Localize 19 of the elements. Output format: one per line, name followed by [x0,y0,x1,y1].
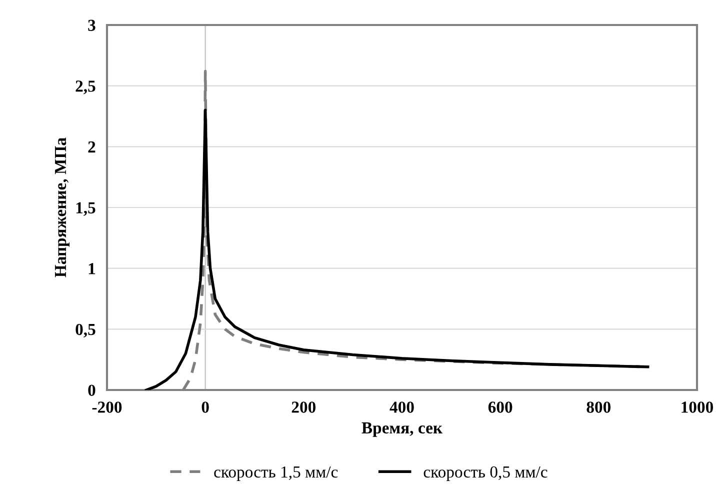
y-tick-label: 0,5 [76,324,96,338]
x-tick-label: 400 [390,402,414,413]
x-tick-label: -200 [92,402,122,413]
x-tick-label: 800 [586,402,611,413]
y-tick-label: 2 [88,141,96,152]
x-tick-label: 1000 [682,402,714,413]
y-tick-label: 1,5 [76,202,96,216]
y-axis-title: Напряжение, МПа [55,138,70,278]
y-tick-label: 1 [88,263,96,274]
x-tick-label: 200 [292,402,316,413]
y-tick-label: 2,5 [76,80,96,94]
legend-label: скорость 0,5 мм/с [424,466,548,481]
y-tick-label: 0 [88,384,96,396]
x-tick-label: 0 [202,402,209,413]
x-tick-label: 600 [488,402,512,413]
legend-label: скорость 1,5 мм/с [214,466,338,481]
y-tick-label: 3 [88,20,96,31]
line-series [144,108,650,390]
x-axis-title: Время, сек [362,422,443,437]
